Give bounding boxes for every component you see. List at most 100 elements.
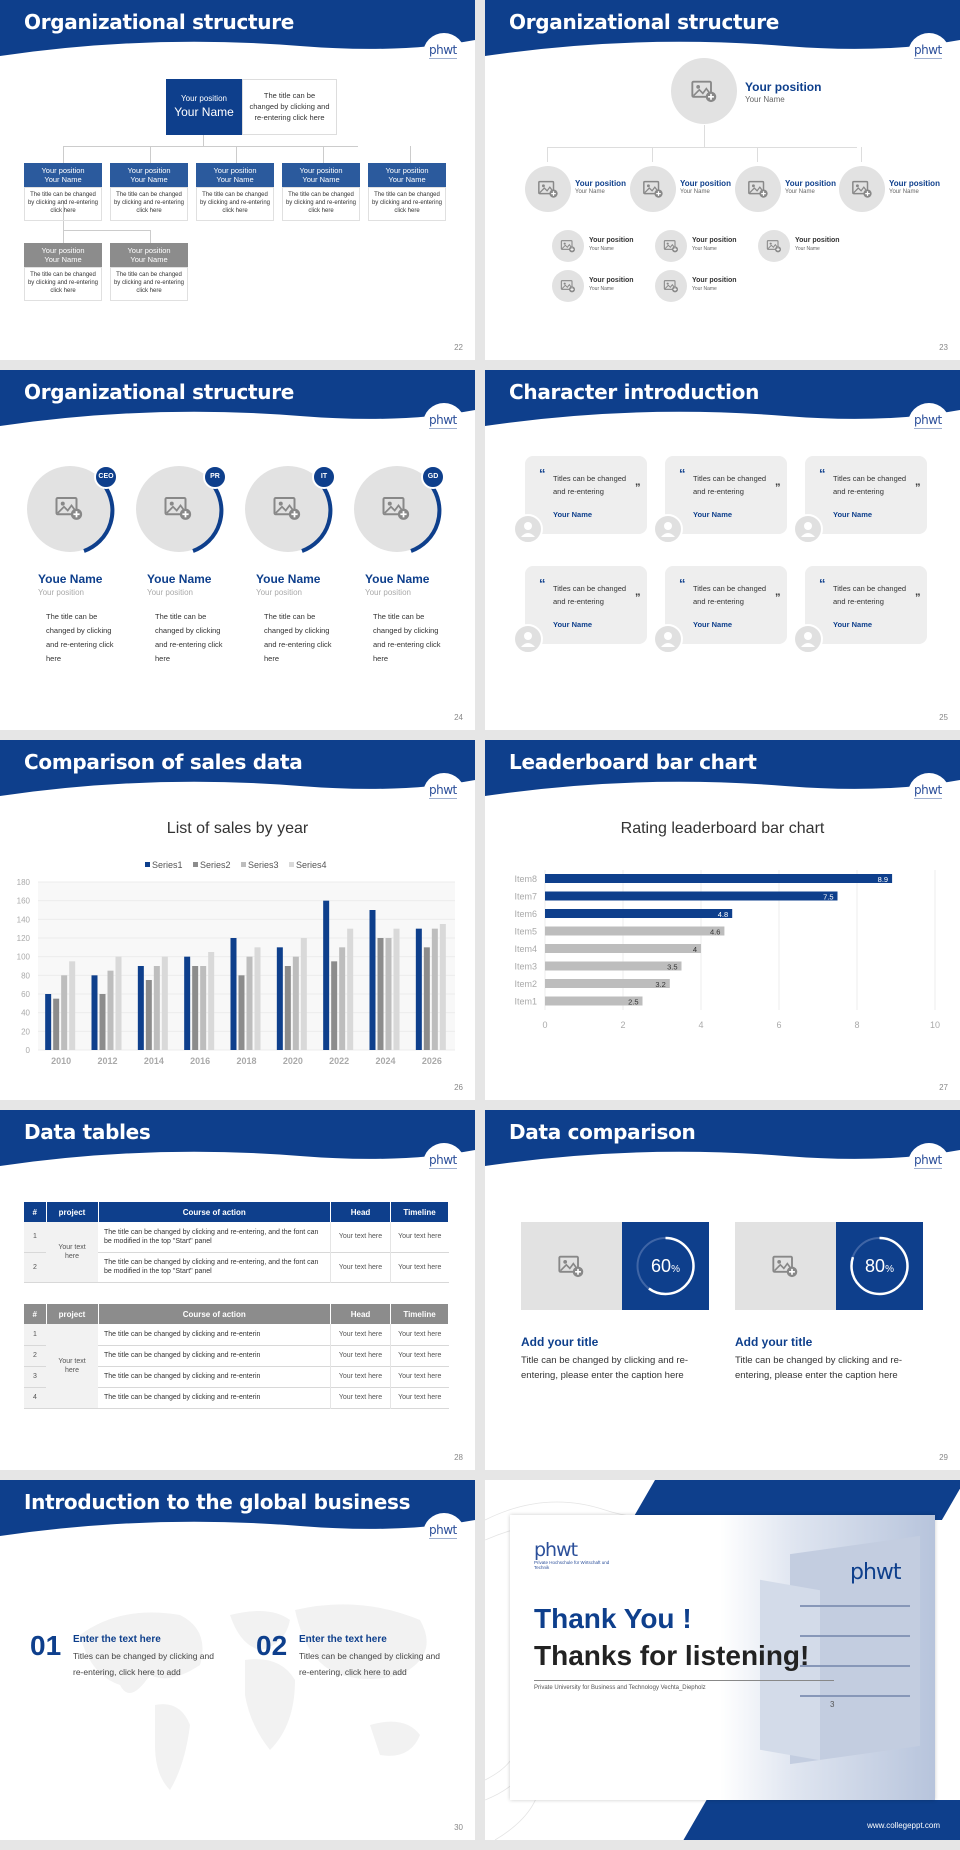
role-badge: GD — [421, 465, 445, 489]
slide-24[interactable]: Organizational structure phwt CEO Youe Na… — [0, 370, 475, 730]
org-desc: The title can be changed by clicking and… — [24, 187, 102, 221]
website-url[interactable]: www.collegeppt.com — [867, 1821, 940, 1830]
quote-card[interactable] — [525, 566, 647, 644]
top-position-box[interactable]: Your position Your Name — [166, 79, 242, 135]
org-position: Your position — [589, 237, 634, 244]
slide-26[interactable]: Comparison of sales data phwt List of sa… — [0, 740, 475, 1100]
slide-25[interactable]: Character introduction phwt “ Titles can … — [485, 370, 960, 730]
slide-23[interactable]: Organizational structure phwt Your posit… — [485, 0, 960, 360]
y-tick-label: Item1 — [514, 997, 537, 1007]
table-header: Course of action — [98, 1304, 331, 1324]
avatar — [653, 624, 683, 654]
person-photo[interactable] — [242, 465, 333, 553]
building-number: 3 — [830, 1700, 835, 1709]
quote-card[interactable] — [805, 566, 927, 644]
org-sub-photo[interactable] — [655, 270, 687, 302]
project-cell: Your text here — [46, 1222, 98, 1282]
org-position: Your position — [785, 179, 836, 188]
org-name: Your Name — [44, 255, 82, 264]
bar-series3-2016 — [200, 966, 207, 1050]
org-sub-photo[interactable] — [552, 230, 584, 262]
org-name: Your Name — [575, 189, 605, 195]
top-desc-box: The title can be changed by clicking and… — [242, 79, 337, 135]
quote-close-icon: ” — [635, 592, 641, 604]
org-photo[interactable] — [525, 166, 571, 212]
slide-28[interactable]: Data tables phwt # project Course of actio… — [0, 1110, 475, 1470]
table-row[interactable]: 2 The title can be changed by clicking an… — [24, 1345, 449, 1366]
image-placeholder[interactable] — [735, 1222, 836, 1310]
slide-29[interactable]: Data comparison phwt 60% Add your title Ti… — [485, 1110, 960, 1470]
quote-card[interactable] — [665, 566, 787, 644]
org-desc: The title can be changed by clicking and… — [110, 267, 188, 301]
timeline-cell: Your text here — [390, 1387, 449, 1408]
avatar — [793, 624, 823, 654]
org-name: Your Name — [692, 246, 717, 252]
university-name: Private University for Business and Tech… — [534, 1685, 706, 1691]
person-photo[interactable] — [351, 465, 442, 553]
table-row[interactable]: 2 The title can be changed by clicking an… — [24, 1252, 449, 1282]
org-sub-photo[interactable] — [655, 230, 687, 262]
bar-series1-2012 — [91, 975, 98, 1050]
org-box[interactable]: Your position Your Name The title can be c… — [282, 163, 360, 221]
data-label: 7.5 — [823, 893, 833, 902]
org-box[interactable]: Your position Your Name The title can be c… — [110, 163, 188, 221]
person-photo[interactable] — [24, 465, 115, 553]
x-tick-label: 2014 — [144, 1056, 164, 1066]
top-name: Your Name — [745, 95, 785, 104]
slide-title: Character introduction — [509, 380, 760, 404]
org-desc: The title can be changed by clicking and… — [24, 267, 102, 301]
slide-22[interactable]: Organizational structure phwt Your posit… — [0, 0, 475, 360]
percent-panel: 60% — [622, 1222, 709, 1310]
org-box[interactable]: Your position Your Name The title can be c… — [196, 163, 274, 221]
org-photo[interactable] — [735, 166, 781, 212]
slide-thank-you[interactable]: phwt 3 phwt Private Hochschule für Wirts… — [485, 1480, 960, 1840]
legend-label: Series3 — [248, 860, 279, 870]
data-label: 3.5 — [667, 963, 677, 972]
action-cell: The title can be changed by clicking and… — [104, 1228, 319, 1245]
org-name: Your Name — [130, 255, 168, 264]
x-tick-label: 2022 — [329, 1056, 349, 1066]
table-row[interactable]: 3 The title can be changed by clicking an… — [24, 1366, 449, 1387]
brand-logo: phwt — [908, 403, 950, 445]
org-sub-photo[interactable] — [552, 270, 584, 302]
org-box[interactable]: Your position Your Name The title can be c… — [110, 243, 188, 301]
org-photo[interactable] — [839, 166, 885, 212]
quote-card[interactable] — [525, 456, 647, 534]
org-box[interactable]: Your position Your Name The title can be c… — [24, 243, 102, 301]
quote-text: Titles can be changed and re-entering — [553, 584, 627, 606]
brand-text: phwt — [429, 1153, 457, 1167]
table-row[interactable]: 4 The title can be changed by clicking an… — [24, 1387, 449, 1408]
org-box[interactable]: Your position Your Name The title can be c… — [24, 163, 102, 221]
quote-author: Your Name — [553, 620, 593, 629]
avatar — [513, 514, 543, 544]
bar-series2-2010 — [53, 998, 60, 1050]
y-tick-label: Item3 — [514, 962, 537, 972]
org-name: Your Name — [889, 189, 919, 195]
table-row[interactable]: 1 Your text here The title can be changed … — [24, 1222, 449, 1282]
org-sub-photo[interactable] — [758, 230, 790, 262]
quote-card[interactable] — [805, 456, 927, 534]
quote-close-icon: ” — [775, 592, 781, 604]
person-photo[interactable] — [133, 465, 224, 553]
page-number: 22 — [454, 343, 463, 352]
org-box[interactable]: Your position Your Name The title can be c… — [368, 163, 446, 221]
org-photo[interactable] — [630, 166, 676, 212]
table-row[interactable]: 1 Your text here The title can be changed … — [24, 1324, 449, 1408]
quote-author: Your Name — [833, 620, 873, 629]
image-placeholder[interactable] — [521, 1222, 622, 1310]
timeline-cell: Your text here — [390, 1252, 449, 1282]
slide-27[interactable]: Leaderboard bar chart phwt Rating leader… — [485, 740, 960, 1100]
row-number: 3 — [24, 1366, 46, 1387]
top-position: Your position — [745, 80, 822, 94]
y-tick-label: Item7 — [514, 892, 537, 902]
person-position: Your position — [38, 588, 84, 597]
quote-card[interactable] — [665, 456, 787, 534]
org-top-photo[interactable] — [671, 58, 737, 124]
org-position: Your position — [385, 166, 429, 175]
slide-30[interactable]: Introduction to the global business phwt… — [0, 1480, 475, 1840]
y-tick-label: Item4 — [514, 944, 537, 954]
slide-header — [0, 370, 475, 432]
bar-series1-2010 — [45, 994, 52, 1050]
person-name: Youe Name — [365, 572, 430, 586]
page-number: 30 — [454, 1823, 463, 1832]
